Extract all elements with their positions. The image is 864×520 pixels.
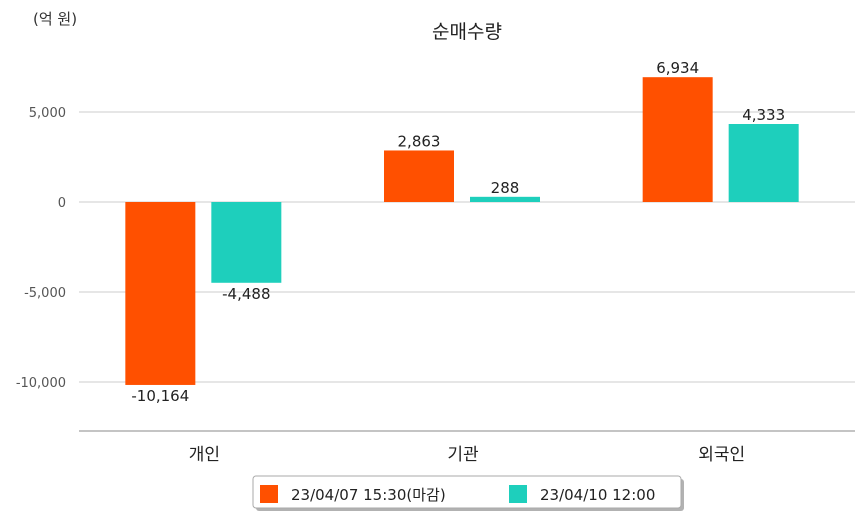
legend: 23/04/07 15:30(마감) 23/04/10 12:00 bbox=[252, 475, 684, 511]
unit-label: (억 원) bbox=[33, 10, 77, 28]
y-tick-label: -10,000 bbox=[16, 376, 66, 391]
bar-series-2 bbox=[470, 196, 540, 202]
legend-label-series-1: 23/04/07 15:30(마감) bbox=[291, 486, 446, 504]
bar-series-2 bbox=[728, 124, 799, 202]
chart-title: 순매수량 bbox=[432, 21, 502, 43]
bar-series-1 bbox=[125, 202, 196, 385]
x-axis: 개인 기관 외국인 bbox=[189, 445, 745, 465]
y-tick-label: 0 bbox=[58, 196, 66, 211]
legend-swatch-series-2 bbox=[509, 485, 527, 503]
data-label: 2,863 bbox=[398, 132, 441, 150]
data-label: 288 bbox=[491, 179, 520, 197]
data-label: 4,333 bbox=[742, 106, 785, 124]
legend-box bbox=[252, 475, 682, 509]
bar-series-1 bbox=[642, 77, 713, 202]
category-label: 기관 bbox=[447, 445, 478, 465]
data-label: 6,934 bbox=[656, 59, 699, 77]
category-label: 외국인 bbox=[698, 445, 745, 465]
data-label: -4,488 bbox=[222, 285, 270, 303]
category-label: 개인 bbox=[189, 445, 220, 465]
bars: -10,164 -4,488 2,863 288 6,934 4,333 bbox=[125, 59, 799, 405]
bar-series-2 bbox=[211, 202, 282, 283]
legend-label-series-2: 23/04/10 12:00 bbox=[540, 486, 655, 504]
data-label: -10,164 bbox=[131, 387, 189, 405]
y-axis: 5,000 0 -5,000 -10,000 bbox=[16, 106, 66, 391]
legend-swatch-series-1 bbox=[260, 485, 278, 503]
y-tick-label: -5,000 bbox=[24, 286, 66, 301]
y-tick-label: 5,000 bbox=[29, 106, 66, 121]
gridlines bbox=[79, 111, 855, 383]
bar-series-1 bbox=[384, 150, 454, 202]
